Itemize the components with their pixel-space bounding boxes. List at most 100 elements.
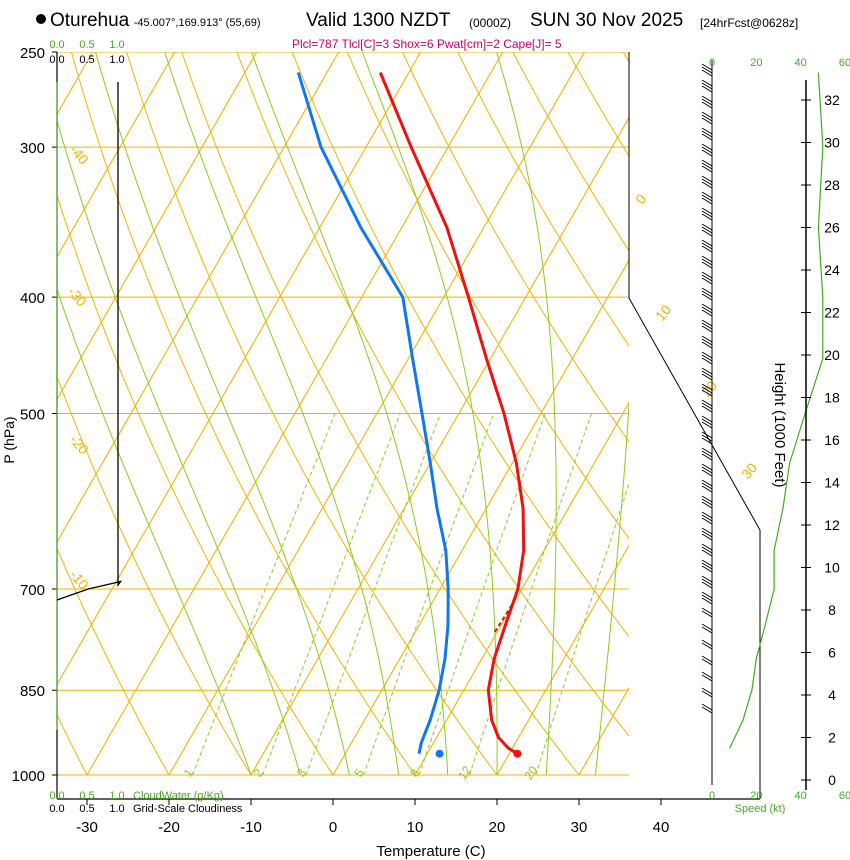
wind-barb xyxy=(701,453,713,461)
wind-barb xyxy=(701,79,713,87)
wind-barb xyxy=(701,325,713,333)
wind-barb xyxy=(701,543,713,551)
dry-adiabat-line xyxy=(678,52,850,775)
isotherm-label: -40 xyxy=(67,142,92,168)
p-tick-label: 400 xyxy=(20,290,45,307)
wind-barb xyxy=(701,642,713,650)
mixing-ratio-label: 1 xyxy=(181,766,196,780)
wind-barb xyxy=(701,127,713,135)
wind-barb xyxy=(701,239,713,247)
wind-barb xyxy=(701,434,713,442)
speed-tick-bottom: 0 xyxy=(709,790,715,802)
wind-barb xyxy=(701,626,713,634)
x-tick-label: -30 xyxy=(76,819,98,836)
dry-adiabat-line xyxy=(291,52,629,638)
temperature-profile xyxy=(378,71,526,755)
cloudwater-label: CloudWater (g/Kg) xyxy=(133,790,224,802)
height-axis-label: Height (1000 Feet) xyxy=(771,362,788,487)
height-tick-label: 0 xyxy=(828,772,836,788)
cloudiness-tick-top: 0.5 xyxy=(79,54,94,66)
wind-barb xyxy=(701,373,713,381)
wind-barb xyxy=(701,338,713,346)
wind-barb xyxy=(701,623,713,631)
height-tick-label: 2 xyxy=(828,730,836,746)
cloudiness-tick-bottom: 0.0 xyxy=(49,803,64,815)
cloudwater-tick-top: 0.5 xyxy=(79,39,94,51)
wind-barb xyxy=(701,223,713,231)
cloudwater-tick-bottom: 0.5 xyxy=(79,790,94,802)
speed-tick-top: 0 xyxy=(709,57,715,69)
isotherm-label: -20 xyxy=(67,432,92,458)
wind-barb xyxy=(701,690,713,698)
x-tick-label: 0 xyxy=(329,819,337,836)
wind-barb xyxy=(701,95,713,103)
wind-barb xyxy=(701,229,713,237)
wind-barb xyxy=(701,306,713,314)
wind-barb xyxy=(701,466,713,474)
wind-barb xyxy=(701,82,713,90)
wind-barb xyxy=(701,165,713,173)
dry-adiabat-line xyxy=(126,52,498,776)
mixing-ratio-line xyxy=(305,413,441,776)
p-tick-label: 500 xyxy=(20,407,45,424)
moist-adiabat-line xyxy=(57,288,252,776)
wind-barb xyxy=(701,162,713,170)
cloudiness-tick-bottom: 0.5 xyxy=(79,803,94,815)
speed-tick-bottom: 40 xyxy=(795,790,807,802)
cloudiness-tick-top: 0.0 xyxy=(49,54,64,66)
wind-barb xyxy=(701,274,713,282)
x-axis-label: Temperature (C) xyxy=(376,843,485,860)
wind-barb xyxy=(701,415,713,423)
dewpoint-profile xyxy=(296,72,450,755)
isotherm-label: 0 xyxy=(632,191,649,207)
wind-barb xyxy=(701,482,713,490)
isotherm-line xyxy=(250,116,629,776)
wind-barb xyxy=(701,703,713,711)
wind-barb xyxy=(701,370,713,378)
cloudiness-tick-bottom: 1.0 xyxy=(109,803,124,815)
wind-barb xyxy=(701,399,713,407)
height-tick-label: 32 xyxy=(824,92,840,108)
wind-speed-line xyxy=(729,72,824,749)
wind-barb xyxy=(701,293,713,301)
wind-barb xyxy=(701,533,713,541)
mixing-ratio-label: 5 xyxy=(351,766,366,780)
wind-barb xyxy=(701,581,713,589)
p-tick-label: 300 xyxy=(20,140,45,157)
wind-barb xyxy=(701,559,713,567)
speed-tick-bottom: 20 xyxy=(750,790,762,802)
wind-barb xyxy=(701,578,713,586)
isotherm-line xyxy=(57,52,176,258)
isotherm-line xyxy=(0,52,11,775)
wind-barb xyxy=(701,207,713,215)
wind-barb xyxy=(701,530,713,538)
wind-barb xyxy=(701,501,713,509)
wind-barb xyxy=(701,111,713,119)
wind-barb xyxy=(701,181,713,189)
wind-barb xyxy=(701,341,713,349)
dry-adiabat-line xyxy=(789,52,850,775)
p-tick-label: 850 xyxy=(20,683,45,700)
x-tick-label: -20 xyxy=(158,819,180,836)
wind-barb xyxy=(701,498,713,506)
height-tick-label: 20 xyxy=(824,347,840,363)
cloudiness-label: Grid-Scale Cloudiness xyxy=(133,803,243,815)
wind-barb xyxy=(701,607,713,615)
wind-barb xyxy=(701,671,713,679)
mixing-ratio-label: 2 xyxy=(251,766,266,780)
wind-barb xyxy=(701,85,713,93)
moist-adiabat-line xyxy=(57,120,301,776)
cloudwater-tick-top: 0.0 xyxy=(49,39,64,51)
isotherm-line xyxy=(57,52,340,544)
surface-temperature-dot xyxy=(513,749,522,758)
wind-barb xyxy=(701,562,713,570)
height-tick-label: 12 xyxy=(824,517,840,533)
wind-barb xyxy=(701,418,713,426)
y-axis-label: P (hPa) xyxy=(1,416,17,463)
wind-barb xyxy=(701,517,713,525)
height-tick-label: 8 xyxy=(828,602,836,618)
wind-barb xyxy=(701,69,713,77)
wind-barb xyxy=(701,213,713,221)
utc-time: (0000Z) xyxy=(469,16,512,30)
wind-barb xyxy=(701,655,713,663)
